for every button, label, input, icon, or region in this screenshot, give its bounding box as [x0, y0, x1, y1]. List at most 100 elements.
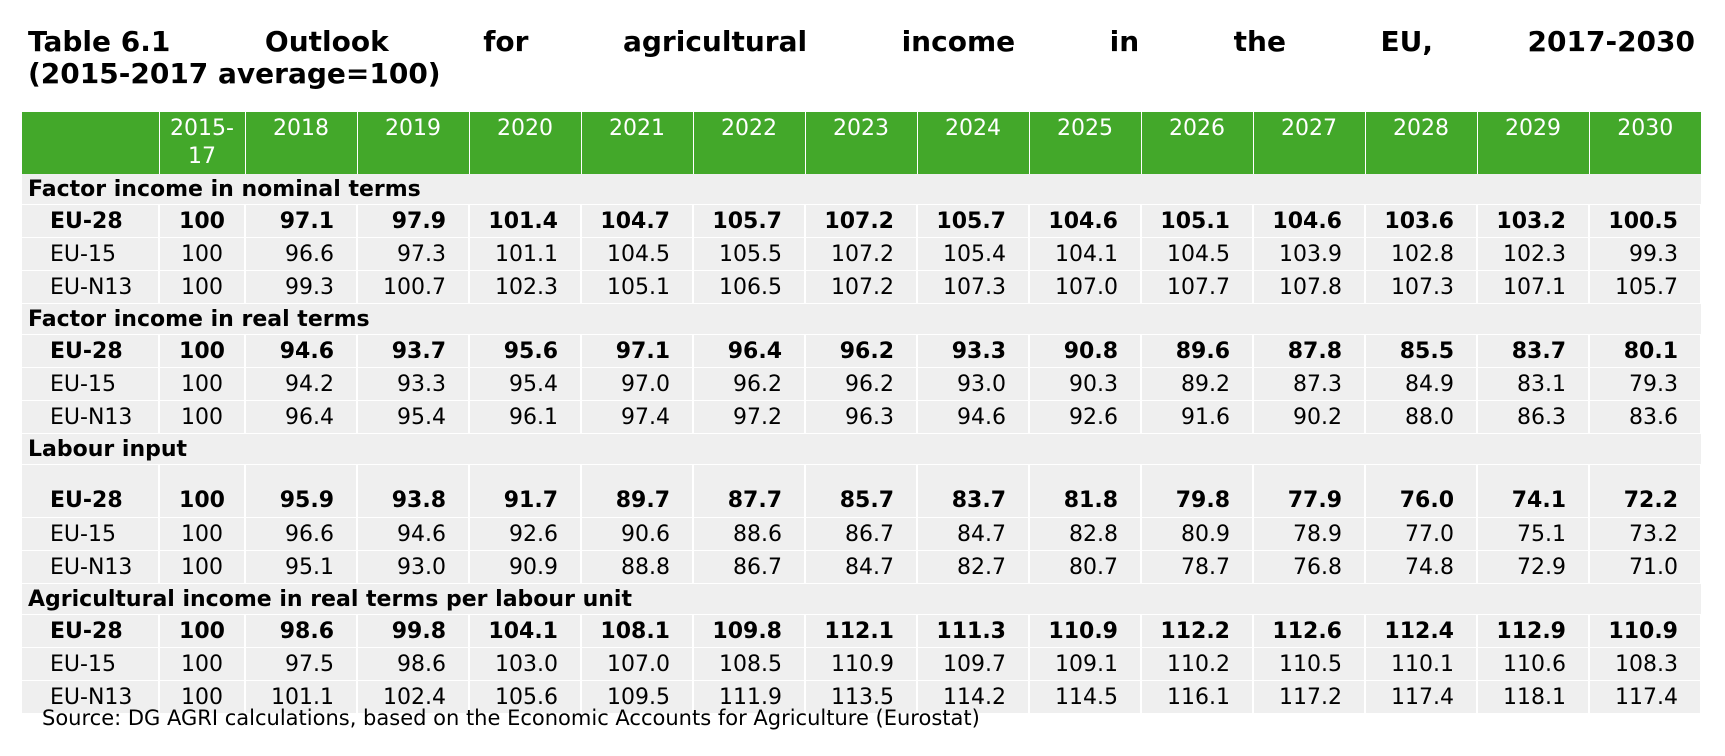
- table-cell: 100: [159, 270, 246, 304]
- table-cell: 109.1: [1029, 647, 1142, 681]
- table-cell: 103.0: [469, 647, 582, 681]
- row-label: EU-15: [22, 237, 160, 271]
- title-word: Table 6.1: [28, 25, 171, 58]
- table-cell: 97.9: [357, 204, 470, 238]
- title-word: agricultural: [622, 25, 808, 58]
- header-row: 2015- 17 2018 2019 2020 2021 2022 2023 2024 2025…: [22, 112, 1701, 174]
- table-cell: 103.2: [1477, 204, 1590, 238]
- table-cell: 75.1: [1477, 517, 1590, 551]
- table-cell: 101.1: [469, 237, 582, 271]
- table-cell: 94.6: [245, 334, 358, 368]
- table-cell: 88.0: [1365, 400, 1478, 434]
- column-header: 2025: [1029, 112, 1142, 174]
- table-cell: 112.6: [1253, 614, 1366, 648]
- table-cell: 83.6: [1589, 400, 1702, 434]
- table-cell: 76.0: [1365, 464, 1478, 518]
- column-header: 2018: [245, 112, 358, 174]
- table-row: EU-15 100 97.5 98.6 103.0 107.0 108.5 110.9 109.…: [22, 647, 1702, 681]
- table-row: EU-28 100 97.1 97.9 101.4 104.7 105.7 107.2 105.…: [22, 204, 1702, 238]
- table-cell: 110.1: [1365, 647, 1478, 681]
- column-header: 2024: [917, 112, 1030, 174]
- title-line-1: Table 6.1 Outlook for agricultural income in t…: [28, 26, 1695, 58]
- table-cell: 90.6: [581, 517, 694, 551]
- table-container: 2015- 17 2018 2019 2020 2021 2022 2023 2024 2025…: [22, 112, 1702, 714]
- table-cell: 93.3: [917, 334, 1030, 368]
- table-body: Factor income in nominal terms EU-28 100 97…: [22, 174, 1702, 714]
- table-cell: 98.6: [245, 614, 358, 648]
- table-cell: 107.7: [1141, 270, 1254, 304]
- table-cell: 99.3: [1589, 237, 1702, 271]
- table-cell: 110.9: [805, 647, 918, 681]
- table-cell: 105.7: [693, 204, 806, 238]
- table-cell: 96.4: [693, 334, 806, 368]
- table-cell: 105.6: [469, 680, 582, 714]
- table-cell: 100: [159, 647, 246, 681]
- table-cell: 113.5: [805, 680, 918, 714]
- table-cell: 100: [159, 237, 246, 271]
- section-header-row: Factor income in real terms: [22, 303, 1701, 335]
- table-cell: 77.9: [1253, 464, 1366, 518]
- table-cell: 100: [159, 550, 246, 584]
- title-word: the: [1233, 25, 1286, 58]
- table-cell: 98.6: [357, 647, 470, 681]
- table-cell: 104.7: [581, 204, 694, 238]
- income-outlook-table: 2015- 17 2018 2019 2020 2021 2022 2023 2024 2025…: [22, 112, 1702, 714]
- section-title: Factor income in real terms: [22, 303, 1701, 335]
- table-cell: 92.6: [469, 517, 582, 551]
- table-row: EU-28 100 98.6 99.8 104.1 108.1 109.8 112.1 111.…: [22, 614, 1702, 648]
- table-cell: 79.3: [1589, 367, 1702, 401]
- table-cell: 90.9: [469, 550, 582, 584]
- table-cell: 100.5: [1589, 204, 1702, 238]
- table-cell: 106.5: [693, 270, 806, 304]
- table-cell: 71.0: [1589, 550, 1702, 584]
- title-word: 2017-2030: [1527, 25, 1695, 58]
- table-cell: 107.2: [805, 204, 918, 238]
- table-cell: 111.9: [693, 680, 806, 714]
- table-cell: 104.6: [1029, 204, 1142, 238]
- column-header: 2028: [1365, 112, 1478, 174]
- header-corner: [22, 112, 160, 174]
- column-header: 2023: [805, 112, 918, 174]
- table-cell: 93.0: [357, 550, 470, 584]
- table-cell: 100: [159, 367, 246, 401]
- table-cell: 89.7: [581, 464, 694, 518]
- table-cell: 114.5: [1029, 680, 1142, 714]
- column-header: 2029: [1477, 112, 1590, 174]
- section-header-row: Labour input: [22, 433, 1701, 465]
- table-cell: 84.9: [1365, 367, 1478, 401]
- table-cell: 95.4: [469, 367, 582, 401]
- title-word: Outlook: [264, 25, 389, 58]
- table-cell: 105.7: [1589, 270, 1702, 304]
- table-cell: 97.3: [357, 237, 470, 271]
- section-title: Labour input: [22, 433, 1701, 465]
- row-label: EU-15: [22, 367, 160, 401]
- column-header: 2021: [581, 112, 694, 174]
- table-cell: 94.6: [917, 400, 1030, 434]
- table-cell: 90.2: [1253, 400, 1366, 434]
- table-cell: 79.8: [1141, 464, 1254, 518]
- table-cell: 85.5: [1365, 334, 1478, 368]
- table-cell: 91.7: [469, 464, 582, 518]
- table-cell: 105.1: [1141, 204, 1254, 238]
- table-cell: 116.1: [1141, 680, 1254, 714]
- table-row: EU-N13 100 95.1 93.0 90.9 88.8 86.7 84.7 82.7 80.…: [22, 550, 1702, 584]
- table-cell: 110.6: [1477, 647, 1590, 681]
- table-cell: 96.6: [245, 517, 358, 551]
- row-label: EU-N13: [22, 550, 160, 584]
- table-cell: 94.6: [357, 517, 470, 551]
- table-cell: 107.3: [1365, 270, 1478, 304]
- table-cell: 95.9: [245, 464, 358, 518]
- table-cell: 117.4: [1589, 680, 1702, 714]
- table-cell: 111.3: [917, 614, 1030, 648]
- table-cell: 78.9: [1253, 517, 1366, 551]
- table-cell: 90.3: [1029, 367, 1142, 401]
- table-cell: 100: [159, 517, 246, 551]
- table-cell: 100: [159, 464, 246, 518]
- table-cell: 88.6: [693, 517, 806, 551]
- table-cell: 97.2: [693, 400, 806, 434]
- table-cell: 101.4: [469, 204, 582, 238]
- table-cell: 102.8: [1365, 237, 1478, 271]
- table-cell: 107.0: [1029, 270, 1142, 304]
- table-cell: 105.1: [581, 270, 694, 304]
- table-cell: 91.6: [1141, 400, 1254, 434]
